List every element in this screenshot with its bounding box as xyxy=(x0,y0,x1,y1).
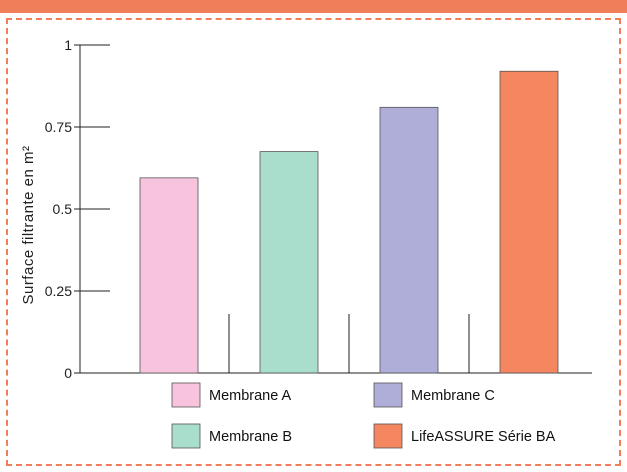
legend-swatch xyxy=(373,423,403,449)
top-accent-bar xyxy=(0,0,627,13)
bar xyxy=(499,70,559,374)
y-tick-label: 0.5 xyxy=(53,201,73,217)
y-axis-title: Surface filtrante en m² xyxy=(20,145,37,304)
y-tick-label: 0 xyxy=(64,365,72,381)
y-axis-ticks: 0 0.25 0.5 0.75 1 xyxy=(45,37,110,381)
legend-swatch xyxy=(171,423,201,449)
y-tick-label: 0.75 xyxy=(45,119,72,135)
legend-swatch xyxy=(171,382,201,408)
legend-label: Membrane A xyxy=(209,388,292,404)
chart-legend: Membrane A Membrane B Membrane C LifeASSURE… xyxy=(171,382,556,449)
bar xyxy=(259,151,319,374)
legend-swatch xyxy=(373,382,403,408)
y-tick-label: 1 xyxy=(64,37,72,53)
bar xyxy=(139,177,199,374)
legend-label: LifeASSURE Série BA xyxy=(411,429,556,445)
legend-label: Membrane B xyxy=(209,429,292,445)
dashed-border xyxy=(6,18,621,466)
bar xyxy=(379,106,439,374)
chart-bars xyxy=(139,70,559,374)
y-tick-label: 0.25 xyxy=(45,283,72,299)
legend-label: Membrane C xyxy=(411,388,495,404)
